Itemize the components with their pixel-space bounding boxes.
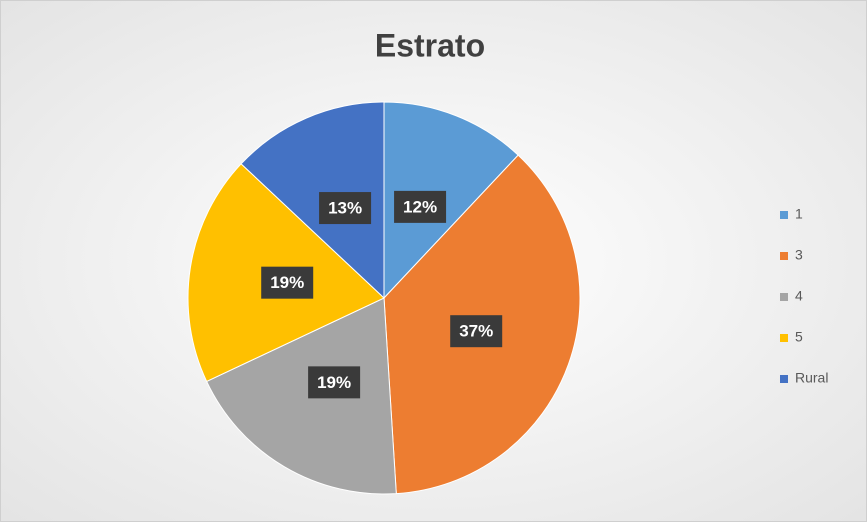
data-label-box	[319, 192, 372, 225]
pie-slice	[383, 101, 519, 300]
data-label-box	[261, 266, 314, 299]
legend-label: 3	[795, 247, 803, 263]
legend-swatch	[780, 252, 788, 260]
legend-label: Rural	[795, 370, 828, 386]
data-label-box	[308, 366, 361, 399]
legend-swatch	[780, 293, 788, 301]
legend-swatch	[780, 334, 788, 342]
legend-label: 1	[795, 206, 803, 222]
data-label: 13%	[328, 199, 362, 218]
pie-slice	[240, 101, 385, 300]
chart-title: Estrato	[375, 27, 485, 63]
data-label: 12%	[403, 197, 437, 216]
data-label: 19%	[317, 373, 351, 392]
legend-swatch	[780, 211, 788, 219]
data-label-box	[450, 315, 503, 348]
data-label-box	[394, 190, 447, 223]
data-label: 37%	[459, 322, 493, 341]
legend-label: 5	[795, 329, 803, 345]
pie-slice	[205, 297, 397, 495]
data-label: 19%	[270, 273, 304, 292]
legend-label: 4	[795, 288, 803, 304]
legend-swatch	[780, 375, 788, 383]
